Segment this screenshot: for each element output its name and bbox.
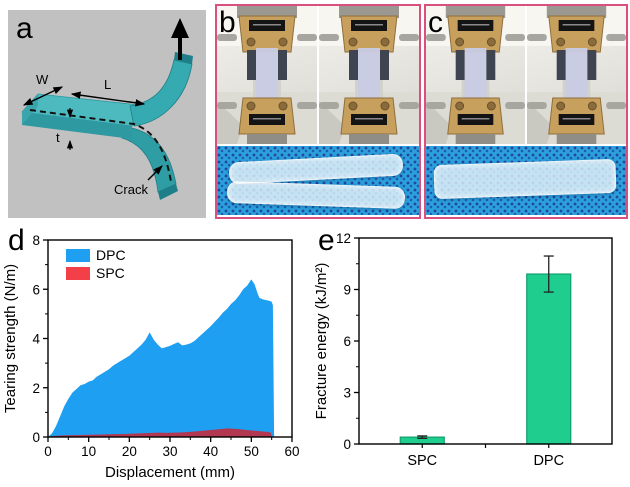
length-arrow <box>70 91 146 107</box>
machine-photo-b2 <box>319 6 419 144</box>
plot-frame <box>358 237 613 445</box>
machine-photo-b1 <box>217 6 317 144</box>
torn-sample-strip-2 <box>226 180 406 210</box>
y-tick-label: 3 <box>343 386 351 401</box>
width-label: W <box>36 72 49 87</box>
machine-photo-c2 <box>527 6 626 144</box>
panel-letter-c: c <box>428 6 443 39</box>
panel-c-machine-row <box>426 6 626 144</box>
x-tick-label: 50 <box>244 444 259 459</box>
fracture-energy-chart: 0 3 6 9 12 Fracture energy (kJ/m²) SPC DPC <box>313 231 613 469</box>
x-axis-title: Displacement (mm) <box>105 464 235 481</box>
lower-leg-end-cap <box>158 184 178 200</box>
panel-letter-e: e <box>318 224 335 257</box>
y-tick-label: 9 <box>343 283 351 298</box>
x-tick-label: 20 <box>122 444 137 459</box>
fabric-photo-c <box>426 146 626 215</box>
y-axis-title: Fracture energy (kJ/m²) <box>315 263 330 420</box>
x-tick-label: 60 <box>284 444 299 459</box>
area-series-spc <box>48 428 272 437</box>
y-tick-label: 6 <box>343 334 351 349</box>
x-tick-label: 10 <box>81 444 96 459</box>
panel-a-schematic: W L t Crack <box>8 10 206 218</box>
category-label-spc: SPC <box>407 453 437 469</box>
crack-label: Crack <box>114 182 148 197</box>
y-tick-label: 0 <box>343 437 351 452</box>
fabric-photo-b <box>217 146 419 215</box>
length-label: L <box>104 77 111 92</box>
crack-arrow <box>147 165 163 181</box>
bar-dpc <box>526 273 572 445</box>
area-series-dpc <box>48 279 275 437</box>
legend-label-spc: SPC <box>96 265 125 281</box>
y-tick-label: 12 <box>336 231 351 246</box>
specimen-svg: W L t Crack <box>21 18 193 200</box>
x-tick-label: 30 <box>162 444 177 459</box>
crack-dashed-line <box>29 109 172 183</box>
x-tick-label: 0 <box>44 444 52 459</box>
specimen-front-face <box>22 112 132 139</box>
tearing-strength-chart: 0 2 4 6 8 Tearing strength (N/m) 0 10 20 30 40 50 60… <box>2 233 300 481</box>
panel-letter-b: b <box>219 6 236 39</box>
panel-d-chart: 0 2 4 6 8 Tearing strength (N/m) 0 10 20 30 40 50 60… <box>0 222 315 487</box>
y-tick-label: 6 <box>32 282 40 297</box>
legend-label-dpc: DPC <box>96 247 126 263</box>
y-tick-label: 4 <box>32 332 40 347</box>
width-arrow <box>22 86 64 106</box>
x-tick-label: 40 <box>203 444 218 459</box>
y-axis-title: Tearing strength (N/m) <box>2 264 19 413</box>
panel-b-machine-row <box>217 6 419 144</box>
y-tick-label: 8 <box>32 233 40 248</box>
machine-photo-c1 <box>426 6 525 144</box>
panel-c-photos <box>424 4 628 219</box>
legend-swatch-dpc <box>66 249 90 262</box>
y-tick-label: 0 <box>32 430 40 445</box>
category-label-dpc: DPC <box>533 453 564 469</box>
specimen-upper-leg <box>129 59 193 127</box>
legend-swatch-spc <box>66 267 90 280</box>
y-tick-label: 2 <box>32 381 40 396</box>
torn-sample-strip-1 <box>228 153 404 185</box>
panel-letter-a: a <box>16 12 33 45</box>
up-arrow-head <box>171 18 189 38</box>
panel-letter-d: d <box>8 224 25 257</box>
intact-sample-strip <box>433 158 617 200</box>
panel-e-chart: 0 3 6 9 12 Fracture energy (kJ/m²) SPC DPC <box>313 222 630 487</box>
panel-b-photos <box>215 4 421 219</box>
thickness-label: t <box>56 130 60 145</box>
